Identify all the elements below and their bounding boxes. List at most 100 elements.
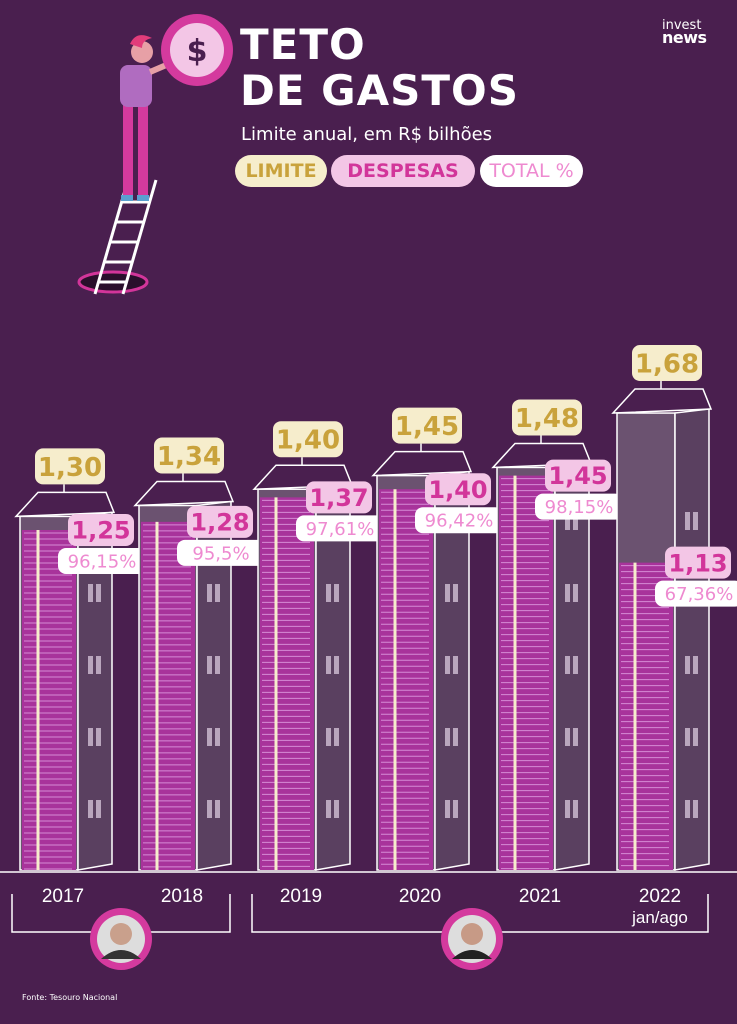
window-2019: [334, 656, 339, 674]
window-2018: [215, 728, 220, 746]
despesas-label-2019-bg: [306, 481, 372, 514]
window-2022: [685, 512, 690, 530]
total-label-2018-bg: [177, 539, 265, 566]
total-label-2019-bg: [296, 515, 384, 542]
despesas-label-2018: 1,28: [190, 508, 249, 536]
window-2018: [215, 656, 220, 674]
window-2019: [326, 800, 331, 818]
limit-label-2019: 1,40: [276, 426, 340, 456]
window-2017: [96, 728, 101, 746]
window-2017: [96, 656, 101, 674]
limit-label-2017-bg: [35, 448, 105, 485]
year-sublabel-2022: jan/ago: [632, 908, 688, 927]
window-2017: [88, 584, 93, 602]
roof-2017: [14, 491, 116, 518]
despesas-label-2022-bg: [665, 546, 731, 579]
legend-despesas: DESPESAS: [331, 155, 475, 187]
window-2021: [573, 584, 578, 602]
window-2020: [445, 728, 450, 746]
window-2020: [453, 800, 458, 818]
limit-label-2020-bg: [392, 407, 462, 444]
limit-label-2020: 1,45: [395, 412, 459, 442]
window-2018: [207, 728, 212, 746]
window-2022: [685, 800, 690, 818]
window-2021: [565, 584, 570, 602]
window-2020: [453, 728, 458, 746]
window-2021: [565, 800, 570, 818]
window-2022: [685, 728, 690, 746]
window-2022: [693, 656, 698, 674]
window-2017: [88, 800, 93, 818]
brand-logo-bottom: news: [662, 28, 707, 47]
window-2020: [453, 584, 458, 602]
window-2018: [215, 800, 220, 818]
year-label-2021: 2021: [518, 886, 562, 907]
total-label-2018: 95,5%: [192, 543, 249, 564]
window-2018: [207, 584, 212, 602]
despesas-label-2017: 1,25: [71, 517, 130, 545]
window-2020: [445, 656, 450, 674]
limit-label-2021: 1,48: [515, 404, 579, 434]
total-label-2020-bg: [415, 507, 503, 534]
title-line-1: TETO: [240, 20, 366, 69]
year-label-2018: 2018: [160, 886, 204, 907]
limit-bar-side-2020: [434, 470, 470, 871]
window-2018: [215, 584, 220, 602]
window-2019: [334, 800, 339, 818]
window-2022: [693, 512, 698, 530]
window-2021: [573, 728, 578, 746]
window-2021: [565, 512, 570, 530]
roof-2022: [611, 388, 713, 414]
page-title: TETO DE GASTOS: [240, 22, 519, 114]
brand-logo-top: invest: [662, 18, 702, 33]
total-label-2022: 67,36%: [665, 584, 734, 605]
window-2019: [334, 728, 339, 746]
window-2017: [88, 728, 93, 746]
limit-bar-side-2022: [674, 408, 710, 871]
total-label-2021-bg: [535, 493, 623, 520]
brand-logo: invest news: [662, 18, 707, 47]
total-label-2021: 98,15%: [545, 497, 614, 518]
despesas-label-2021: 1,45: [548, 462, 607, 490]
despesas-label-2017-bg: [68, 514, 134, 546]
window-2020: [445, 584, 450, 602]
window-2018: [207, 656, 212, 674]
window-2017: [96, 584, 101, 602]
limit-label-2017: 1,30: [38, 453, 102, 483]
total-label-2017-bg: [58, 548, 146, 574]
source-note: Fonte: Tesouro Nacional: [22, 993, 118, 1002]
window-2021: [573, 656, 578, 674]
president-portrait-2-icon: [441, 908, 503, 970]
limit-label-2022: 1,68: [635, 349, 699, 379]
year-label-2022: 2022: [638, 886, 682, 907]
window-2020: [453, 656, 458, 674]
despesas-bar-2021: [499, 475, 553, 870]
window-2021: [565, 656, 570, 674]
coin-symbol: $: [187, 34, 208, 69]
despesas-label-2021-bg: [545, 459, 611, 492]
coin-icon: $: [161, 14, 233, 86]
total-label-2017: 96,15%: [68, 551, 137, 572]
total-label-2020: 96,42%: [425, 511, 494, 532]
limit-bar-side-2019: [315, 484, 351, 871]
ladder-person-illustration: $: [77, 14, 233, 295]
despesas-label-2020-bg: [425, 473, 491, 506]
legend-limite: LIMITE: [235, 155, 327, 187]
limit-bar-side-2021: [554, 462, 590, 871]
window-2022: [693, 800, 698, 818]
window-2022: [693, 728, 698, 746]
chart-subtitle: Limite anual, em R$ bilhões: [241, 124, 493, 145]
window-2020: [445, 800, 450, 818]
window-2021: [565, 728, 570, 746]
limit-label-2022-bg: [632, 345, 702, 382]
despesas-bar-2019: [260, 497, 314, 870]
window-2017: [88, 656, 93, 674]
limit-label-2018-bg: [154, 437, 224, 474]
group-brackets: [11, 894, 709, 970]
window-2019: [326, 584, 331, 602]
legend-total: TOTAL %: [480, 155, 583, 187]
limit-label-2019-bg: [273, 421, 343, 458]
window-2018: [207, 800, 212, 818]
